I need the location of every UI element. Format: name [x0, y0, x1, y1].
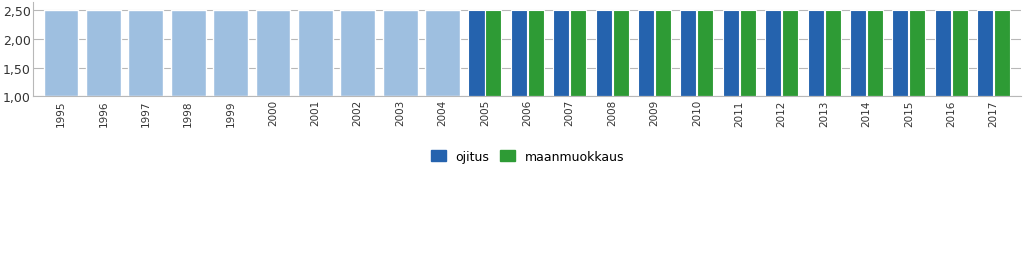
Bar — [808, 11, 823, 97]
Bar — [570, 11, 587, 97]
Bar — [612, 11, 629, 97]
Bar — [213, 11, 248, 97]
Bar — [892, 11, 908, 97]
Bar — [553, 11, 569, 97]
Bar — [383, 11, 418, 97]
Bar — [596, 11, 611, 97]
Bar — [638, 11, 654, 97]
Bar — [256, 11, 291, 97]
Bar — [977, 11, 993, 97]
Bar — [128, 11, 163, 97]
Bar — [340, 11, 375, 97]
Bar — [298, 11, 333, 97]
Bar — [527, 11, 544, 97]
Bar — [739, 11, 756, 97]
Bar — [782, 11, 799, 97]
Bar — [765, 11, 781, 97]
Bar — [680, 11, 696, 97]
Bar — [468, 11, 484, 97]
Bar — [850, 11, 866, 97]
Bar — [86, 11, 121, 97]
Bar — [511, 11, 527, 97]
Bar — [655, 11, 671, 97]
Bar — [951, 11, 968, 97]
Bar — [723, 11, 739, 97]
Bar — [994, 11, 1011, 97]
Bar — [867, 11, 883, 97]
Bar — [425, 11, 460, 97]
Bar — [44, 11, 79, 97]
Bar — [909, 11, 926, 97]
Bar — [824, 11, 841, 97]
Bar — [697, 11, 714, 97]
Bar — [935, 11, 951, 97]
Bar — [171, 11, 206, 97]
Legend: ojitus, maanmuokkaus: ojitus, maanmuokkaus — [426, 145, 629, 168]
Bar — [485, 11, 502, 97]
